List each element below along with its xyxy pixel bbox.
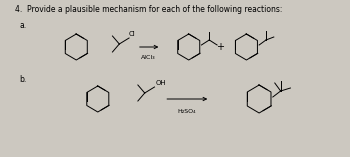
Text: OH: OH [155, 80, 166, 86]
Text: AlCl₃: AlCl₃ [141, 55, 156, 60]
Text: +: + [216, 42, 224, 52]
Text: Cl: Cl [129, 31, 136, 37]
Text: H₂SO₄: H₂SO₄ [177, 109, 196, 114]
Text: b.: b. [20, 75, 27, 84]
Text: 4.  Provide a plausible mechanism for each of the following reactions:: 4. Provide a plausible mechanism for eac… [15, 5, 282, 14]
Text: a.: a. [20, 21, 27, 30]
